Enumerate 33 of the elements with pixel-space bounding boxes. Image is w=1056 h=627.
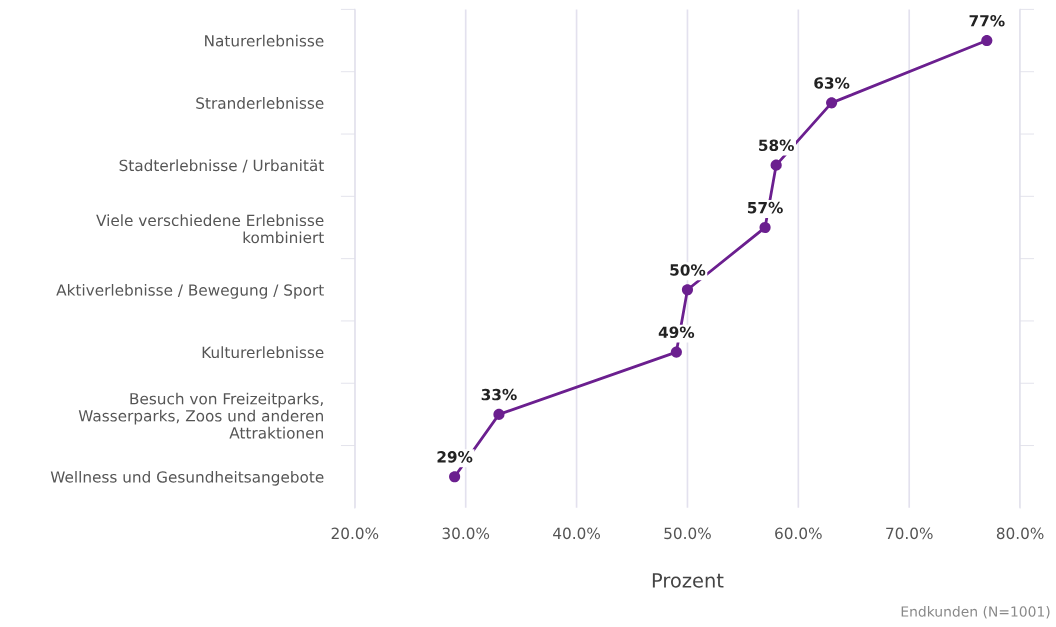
y-tick-label: Naturerlebnisse	[205, 34, 324, 47]
point	[759, 221, 771, 234]
text: 50%	[670, 264, 706, 276]
text: 29%	[437, 451, 473, 463]
x-axis-title: Prozent	[652, 573, 724, 588]
x-tick-label: 70.0%	[886, 527, 933, 540]
x-tick-label: 60.0%	[775, 527, 822, 540]
y-tick-label: Viele verschiedene Erlebnisse kombiniert	[96, 214, 324, 244]
x-tick-label: 80.0%	[996, 527, 1044, 540]
text: 33%	[481, 388, 517, 401]
x-tick-label: 50.0%	[664, 527, 711, 540]
y-tick-label: Wellness und Gesundheitsangebote	[50, 470, 324, 486]
text: Endkunden (N=1001)	[901, 606, 1050, 619]
point	[981, 35, 993, 47]
point	[449, 471, 461, 483]
text: 63%	[814, 77, 850, 89]
text: 49%	[658, 326, 695, 339]
y-tick-label: Stranderlebnisse	[196, 97, 324, 109]
y-tick-label: Kulturerlebnisse	[202, 346, 324, 359]
point	[826, 97, 838, 109]
x-tick-label: 40.0%	[553, 527, 600, 540]
text: 58%	[759, 139, 794, 152]
y-tick-label: Stadterlebnisse / Urbanität	[119, 159, 324, 173]
text: 77%	[969, 14, 1005, 27]
x-tick-label: 20.0%	[331, 527, 379, 540]
point	[681, 284, 694, 296]
point	[770, 159, 782, 171]
y-tick-label: Aktiverlebnisse / Bewegung / Sport	[56, 283, 324, 299]
point	[493, 408, 505, 420]
point	[670, 346, 682, 358]
x-tick-label: 30.0%	[442, 527, 490, 540]
text: 57%	[747, 201, 783, 214]
y-tick-label: Besuch von Freizeitparks, Wasserparks, Zoos und anderen Attraktionen	[78, 392, 323, 439]
